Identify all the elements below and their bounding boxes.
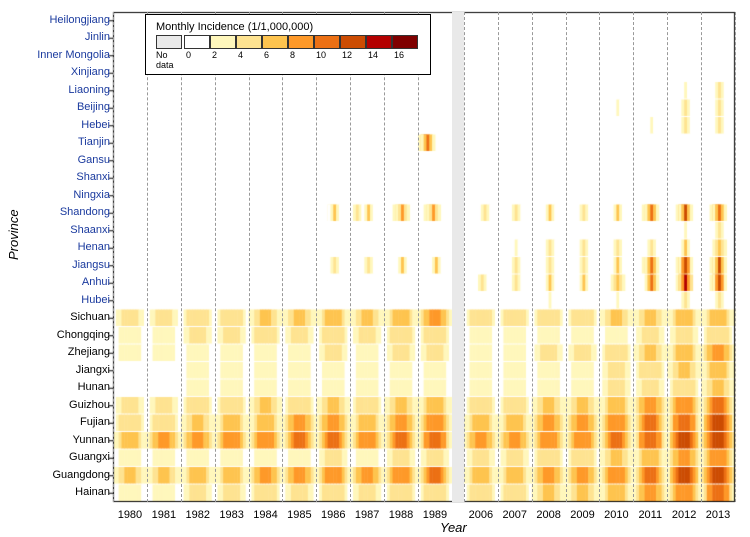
year-label: 1984 (253, 509, 277, 521)
province-label: Hunan (10, 382, 110, 393)
legend-tick: 2 (212, 50, 238, 70)
legend-swatch (236, 35, 262, 49)
gridline (350, 12, 351, 502)
gridline (464, 12, 465, 502)
legend-tick: 6 (264, 50, 290, 70)
province-label: Chongqing (10, 330, 110, 341)
legend-swatch-nodata (156, 35, 182, 49)
year-label: 2012 (672, 509, 696, 521)
province-label: Henan (10, 242, 110, 253)
gridline (215, 12, 216, 502)
year-label: 1986 (321, 509, 345, 521)
legend-tick: 0 (186, 50, 212, 70)
year-label: 2006 (469, 509, 493, 521)
gridline (418, 12, 419, 502)
legend-tick: 14 (368, 50, 394, 70)
year-label: 2013 (706, 509, 730, 521)
legend-swatch (262, 35, 288, 49)
year-label: 1981 (152, 509, 176, 521)
gridline (181, 12, 182, 502)
x-axis-title: Year (440, 520, 467, 535)
year-label: 1987 (355, 509, 379, 521)
gridline (316, 12, 317, 502)
province-label: Anhui (10, 277, 110, 288)
legend-swatch (392, 35, 418, 49)
nodata-band (452, 12, 464, 502)
province-label: Guangxi (10, 452, 110, 463)
province-label: Heilongjiang (10, 15, 110, 26)
province-label: Jiangxi (10, 365, 110, 376)
province-label: Fujian (10, 417, 110, 428)
province-label: Shaanxi (10, 225, 110, 236)
legend-title: Monthly Incidence (1/1,000,000) (156, 21, 420, 33)
gridline (701, 12, 702, 502)
province-label: Shandong (10, 207, 110, 218)
province-label: Guangdong (10, 470, 110, 481)
legend-ticks: No data0246810121416 (156, 50, 420, 70)
province-label: Inner Mongolia (10, 50, 110, 61)
province-label: Hubei (10, 295, 110, 306)
province-label: Ningxia (10, 190, 110, 201)
province-label: Guizhou (10, 400, 110, 411)
province-label: Zhejiang (10, 347, 110, 358)
gridline (113, 12, 114, 502)
gridline (599, 12, 600, 502)
province-label: Yunnan (10, 435, 110, 446)
gridline (667, 12, 668, 502)
legend-swatch (288, 35, 314, 49)
legend-tick: 8 (290, 50, 316, 70)
province-label: Xinjiang (10, 67, 110, 78)
gridline (633, 12, 634, 502)
gridline (735, 12, 736, 502)
year-label: 1985 (287, 509, 311, 521)
legend-tick: 12 (342, 50, 368, 70)
province-label: Gansu (10, 155, 110, 166)
province-label: Beijing (10, 102, 110, 113)
year-label: 2011 (638, 509, 662, 521)
province-label: Hebei (10, 120, 110, 131)
legend-swatch (314, 35, 340, 49)
year-label: 1983 (219, 509, 243, 521)
gridline (498, 12, 499, 502)
legend-tick: 16 (394, 50, 420, 70)
gridline (532, 12, 533, 502)
province-label: Jiangsu (10, 260, 110, 271)
province-label: Liaoning (10, 85, 110, 96)
province-label: Sichuan (10, 312, 110, 323)
year-label: 1988 (389, 509, 413, 521)
year-label: 2007 (502, 509, 526, 521)
gridline (384, 12, 385, 502)
year-label: 2008 (536, 509, 560, 521)
gridline (566, 12, 567, 502)
gridline (249, 12, 250, 502)
province-label: Hainan (10, 487, 110, 498)
legend-swatches (156, 35, 420, 49)
legend-tick: 4 (238, 50, 264, 70)
legend-swatch (366, 35, 392, 49)
year-label: 1982 (185, 509, 209, 521)
year-label: 1989 (423, 509, 447, 521)
legend-tick: No data (156, 50, 186, 70)
gridline (282, 12, 283, 502)
legend-tick: 10 (316, 50, 342, 70)
province-label: Tianjin (10, 137, 110, 148)
year-label: 1980 (118, 509, 142, 521)
year-label: 2009 (570, 509, 594, 521)
year-label: 2010 (604, 509, 628, 521)
gridline (147, 12, 148, 502)
legend: Monthly Incidence (1/1,000,000) No data0… (145, 14, 431, 75)
province-label: Shanxi (10, 172, 110, 183)
legend-swatch (340, 35, 366, 49)
province-label: Jinlin (10, 32, 110, 43)
legend-swatch (184, 35, 210, 49)
legend-swatch (210, 35, 236, 49)
